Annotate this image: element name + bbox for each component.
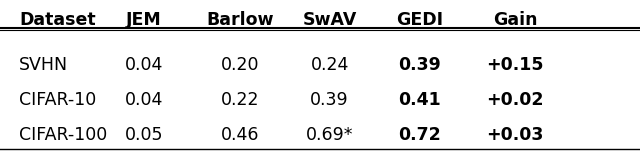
Text: +0.03: +0.03 [486,126,544,144]
Text: Dataset: Dataset [19,11,96,29]
Text: 0.04: 0.04 [125,91,163,109]
Text: 0.46: 0.46 [221,126,259,144]
Text: 0.22: 0.22 [221,91,259,109]
Text: 0.39: 0.39 [398,56,440,74]
Text: SVHN: SVHN [19,56,68,74]
Text: SwAV: SwAV [303,11,356,29]
Text: 0.24: 0.24 [310,56,349,74]
Text: +0.02: +0.02 [486,91,544,109]
Text: 0.39: 0.39 [310,91,349,109]
Text: 0.04: 0.04 [125,56,163,74]
Text: 0.05: 0.05 [125,126,163,144]
Text: +0.15: +0.15 [486,56,544,74]
Text: CIFAR-10: CIFAR-10 [19,91,97,109]
Text: JEM: JEM [126,11,162,29]
Text: 0.72: 0.72 [398,126,440,144]
Text: 0.20: 0.20 [221,56,259,74]
Text: 0.41: 0.41 [398,91,440,109]
Text: Gain: Gain [493,11,538,29]
Text: CIFAR-100: CIFAR-100 [19,126,108,144]
Text: Barlow: Barlow [206,11,274,29]
Text: 0.69*: 0.69* [306,126,353,144]
Text: GEDI: GEDI [396,11,443,29]
